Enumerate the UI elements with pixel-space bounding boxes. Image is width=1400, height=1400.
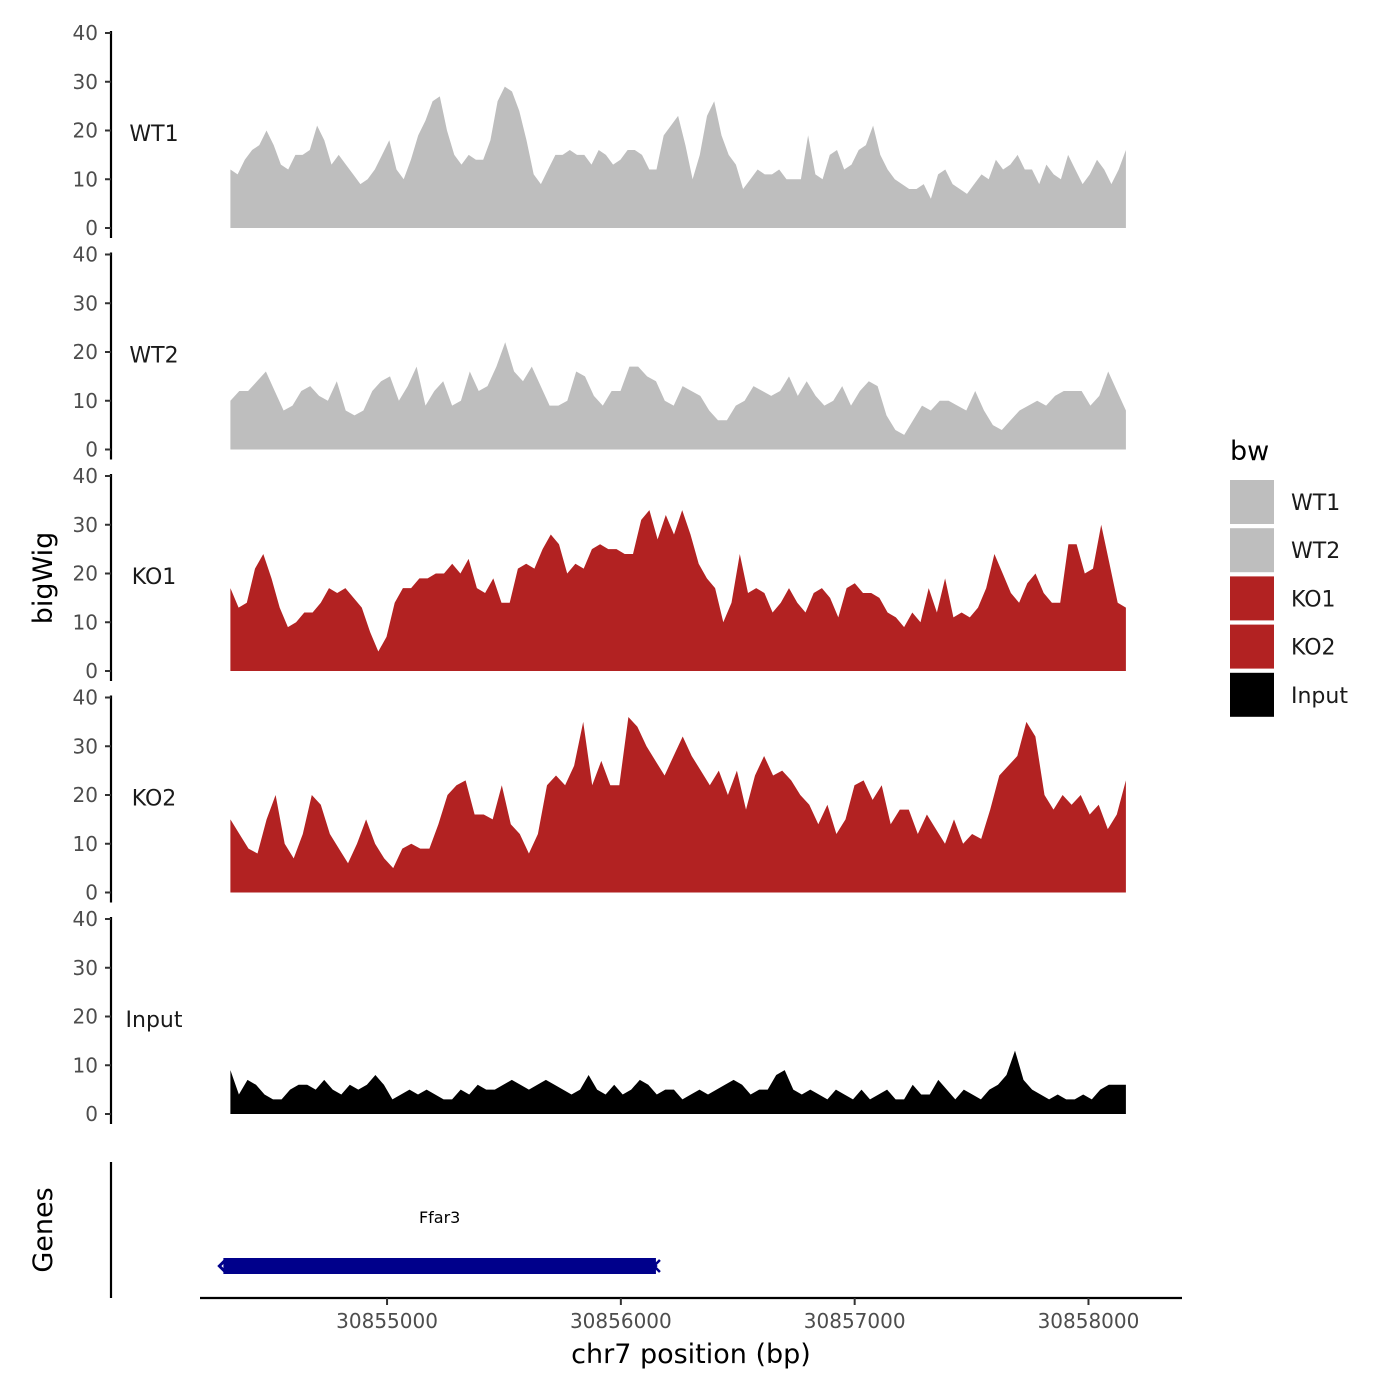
track-input: 0 10 20 30 40 Input <box>73 907 1126 1126</box>
track-wt2-y-tick-label: 10 <box>73 389 98 413</box>
track-input-y-tick-label: 20 <box>73 1005 98 1029</box>
x-ticks: 30855000 30856000 30857000 30858000 <box>336 1298 1139 1333</box>
track-ko2-y-tick-label: 30 <box>73 734 98 758</box>
legend-label-input: Input <box>1291 684 1348 709</box>
legend: bw WT1 WT2 KO1 KO2 Input <box>1230 436 1348 717</box>
track-label-input: Input <box>126 1008 183 1033</box>
track-ko1-y-tick-label: 20 <box>73 562 98 586</box>
track-ko1-y-tick-label: 30 <box>73 513 98 537</box>
signal-area-input <box>230 1050 1126 1114</box>
legend-label-wt2: WT2 <box>1291 539 1340 564</box>
track-ko2: 0 10 20 30 40 KO2 <box>73 686 1126 905</box>
signal-area-wt2 <box>230 342 1126 450</box>
track-ko2-y-tick-label: 0 <box>85 881 98 905</box>
genes-panel: Ffar3 <box>109 1162 661 1298</box>
signal-area-ko1 <box>230 510 1126 671</box>
track-wt2-y-tick-label: 20 <box>73 340 98 364</box>
track-input-y-tick-label: 10 <box>73 1053 98 1077</box>
legend-label-wt1: WT1 <box>1291 491 1340 516</box>
track-input-y-tick-label: 40 <box>73 907 98 931</box>
track-wt2-y-tick-label: 0 <box>85 438 98 462</box>
track-input-y-tick-label: 0 <box>85 1102 98 1126</box>
track-label-ko1: KO1 <box>132 565 177 590</box>
y-axis-title: bigWig <box>28 532 59 625</box>
gene-strand-arrow-icon <box>217 1258 227 1274</box>
track-ko1-y-tick-label: 10 <box>73 610 98 634</box>
track-label-wt2: WT2 <box>129 344 178 369</box>
track-wt2: 0 10 20 30 40 WT2 <box>73 243 1126 462</box>
track-ko1-y-tick-label: 0 <box>85 659 98 683</box>
x-tick-label: 30856000 <box>570 1309 672 1333</box>
signal-area-ko2 <box>230 717 1126 893</box>
track-wt2-y-tick-label: 30 <box>73 291 98 315</box>
bigwig-tracks: 0 10 20 30 40 WT1 0 10 20 30 40 WT2 0 10 20 30 40 KO1 0 10 2… <box>73 21 1126 1126</box>
track-label-ko2: KO2 <box>132 787 177 812</box>
legend-label-ko2: KO2 <box>1291 636 1336 661</box>
track-wt1-y-tick-label: 30 <box>73 70 98 94</box>
legend-swatch-wt2 <box>1230 528 1274 573</box>
gene-end-mark-icon <box>649 1259 661 1273</box>
track-input-y-tick-label: 30 <box>73 956 98 980</box>
gene-marks: Ffar3 <box>217 1208 661 1274</box>
genes-axis-title: Genes <box>28 1187 59 1272</box>
gene-body-ffar3 <box>223 1258 656 1274</box>
x-axis-title: chr7 position (bp) <box>571 1339 811 1370</box>
legend-items: WT1 WT2 KO1 KO2 Input <box>1230 480 1348 717</box>
x-axis: 30855000 30856000 30857000 30858000 <box>200 1296 1182 1333</box>
legend-label-ko1: KO1 <box>1291 587 1336 612</box>
track-ko2-y-tick-label: 20 <box>73 783 98 807</box>
track-wt2-y-tick-label: 40 <box>73 243 98 267</box>
signal-area-wt1 <box>230 86 1126 228</box>
gene-label-ffar3: Ffar3 <box>419 1208 460 1227</box>
legend-swatch-wt1 <box>1230 480 1274 524</box>
track-wt1-y-tick-label: 40 <box>73 21 98 45</box>
track-ko1: 0 10 20 30 40 KO1 <box>73 464 1126 683</box>
track-wt1-y-tick-label: 20 <box>73 119 98 143</box>
track-wt1-y-tick-label: 10 <box>73 167 98 191</box>
x-tick-label: 30858000 <box>1038 1309 1140 1333</box>
track-ko1-y-tick-label: 40 <box>73 464 98 488</box>
legend-title: bw <box>1230 436 1269 467</box>
x-tick-label: 30855000 <box>336 1309 438 1333</box>
legend-swatch-ko2 <box>1230 624 1274 669</box>
track-wt1: 0 10 20 30 40 WT1 <box>73 21 1126 240</box>
track-wt1-y-tick-label: 0 <box>85 216 98 240</box>
legend-swatch-input <box>1230 672 1274 717</box>
track-ko2-y-tick-label: 40 <box>73 686 98 710</box>
track-label-wt1: WT1 <box>129 122 178 147</box>
legend-swatch-ko1 <box>1230 576 1274 621</box>
x-tick-label: 30857000 <box>804 1309 906 1333</box>
track-ko2-y-tick-label: 10 <box>73 832 98 856</box>
